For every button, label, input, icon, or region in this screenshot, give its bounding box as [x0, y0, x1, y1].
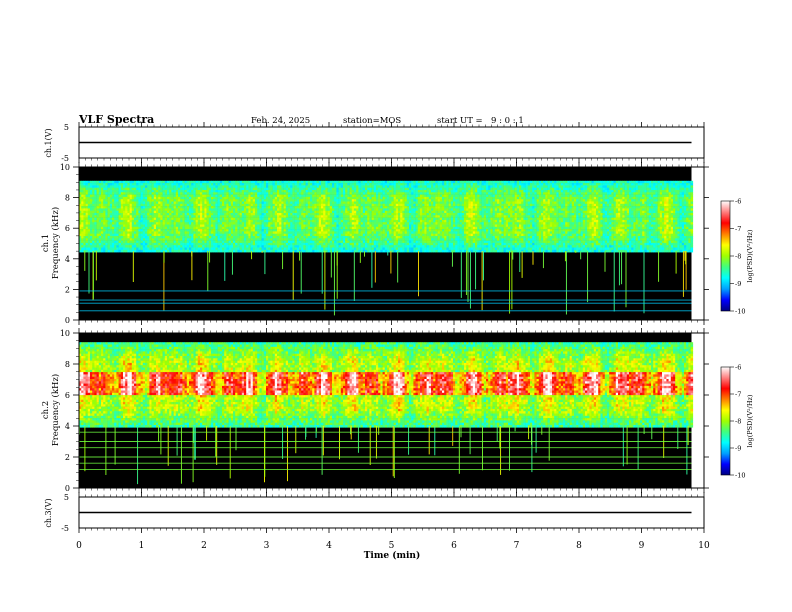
ch1-waveform-panel: 5 -5 ch.1(V)	[44, 123, 705, 163]
start-ut-label: start UT =	[437, 116, 483, 126]
ch2-spectrogram-panel: 0 2 4 6 8 10 ch.2 Frequency (kHz)	[41, 329, 709, 493]
ch1-colorbar-tick-label: -10	[735, 308, 745, 316]
ch1-colorbar-tick-label: -6	[735, 198, 741, 206]
time-tick-label: 4	[326, 541, 332, 551]
time-axis-labels: 0 1 2 3 4 5 6 7 8 9 10	[76, 541, 710, 551]
ch2-colorbar-tick-label: -6	[735, 364, 741, 372]
start-ut-value: 9 : 0 : 1	[491, 116, 524, 126]
ch1-ytick-bottom: -5	[61, 154, 69, 163]
ch2-ytick-label: 8	[65, 360, 70, 369]
ch2-colorbar-ticks: -6 -7 -8 -9 -10	[730, 364, 745, 480]
ch2-ytick-label: 2	[65, 453, 70, 462]
ch1-ytick-label: 0	[65, 316, 70, 325]
time-tick-label: 5	[389, 541, 395, 551]
ch3-ytick-bottom: -5	[61, 524, 69, 533]
ch1-ytick-label: 4	[65, 255, 70, 264]
ch2-colorbar-tick-label: -8	[735, 418, 741, 426]
ch1-spectrogram-panel: 0 2 4 6 8 10 ch.1 Frequency (kHz)	[41, 163, 709, 325]
ch1-ylabel: ch.1(V)	[44, 128, 53, 157]
ch2-ytick-label: 4	[65, 422, 70, 431]
ch2-freq-ticks: 0 2 4 6 8 10	[60, 329, 709, 493]
time-tick-label: 6	[451, 541, 457, 551]
ch2-freq-ylabel-channel: ch.2	[41, 401, 51, 419]
time-tick-label: 8	[576, 541, 582, 551]
ch3-ytick-top: 5	[64, 493, 69, 502]
ch1-colorbar-label: log(PSD)(V²/Hz)	[746, 229, 754, 282]
ch3-waveform-panel: 5 -5 ch.3(V)	[44, 493, 705, 533]
time-tick-label: 0	[76, 541, 82, 551]
ch1-colorbar-tick-label: -8	[735, 253, 741, 261]
ch2-ytick-label: 6	[65, 391, 70, 400]
ch2-colorbar-label: log(PSD)(V²/Hz)	[746, 394, 754, 447]
ch2-colorbar-tick-label: -9	[735, 445, 741, 453]
time-tick-label: 7	[514, 541, 520, 551]
ch1-colorbar-tick-label: -9	[735, 280, 741, 288]
figure-title: VLF Spectra	[78, 113, 154, 126]
date-label: Feb. 24, 2025	[251, 116, 310, 126]
ch1-colorbar: -6 -7 -8 -9 -10 log(PSD)(V²/Hz)	[720, 198, 754, 316]
ch2-ytick-label: 10	[60, 329, 70, 338]
ch1-freq-ylabel-channel: ch.1	[41, 234, 51, 252]
ch1-ytick-label: 2	[65, 285, 70, 294]
ch1-ytick-label: 10	[60, 163, 70, 172]
ch2-colorbar-tick-label: -10	[735, 472, 745, 480]
time-tick-label: 1	[139, 541, 145, 551]
time-tick-label: 10	[698, 541, 710, 551]
ch1-ytick-label: 8	[65, 194, 70, 203]
ch2-freq-ylabel: Frequency (kHz)	[50, 374, 61, 446]
ch2-spectrogram-image	[79, 333, 694, 488]
time-tick-marks	[78, 122, 705, 533]
ch1-ytick-label: 6	[65, 224, 70, 233]
time-tick-label: 3	[264, 541, 270, 551]
ch1-spectrogram-image	[79, 167, 694, 320]
ch1-colorbar-scale	[720, 200, 731, 312]
time-axis-title: Time (min)	[364, 550, 421, 561]
ch1-freq-ylabel: Frequency (kHz)	[50, 207, 61, 279]
ch1-ytick-top: 5	[64, 123, 69, 132]
ch1-colorbar-tick-label: -7	[735, 225, 741, 233]
ch3-ylabel: ch.3(V)	[44, 498, 53, 527]
ch2-colorbar-tick-label: -7	[735, 391, 741, 399]
station-label: station=MOS	[343, 116, 401, 126]
ch1-colorbar-ticks: -6 -7 -8 -9 -10	[730, 198, 745, 316]
time-tick-label: 2	[201, 541, 207, 551]
ch2-colorbar: -6 -7 -8 -9 -10 log(PSD)(V²/Hz)	[720, 364, 754, 480]
time-tick-label: 9	[639, 541, 645, 551]
ch2-colorbar-scale	[720, 366, 731, 476]
ch1-freq-ticks: 0 2 4 6 8 10	[60, 163, 709, 325]
ch2-ytick-label: 0	[65, 484, 70, 493]
